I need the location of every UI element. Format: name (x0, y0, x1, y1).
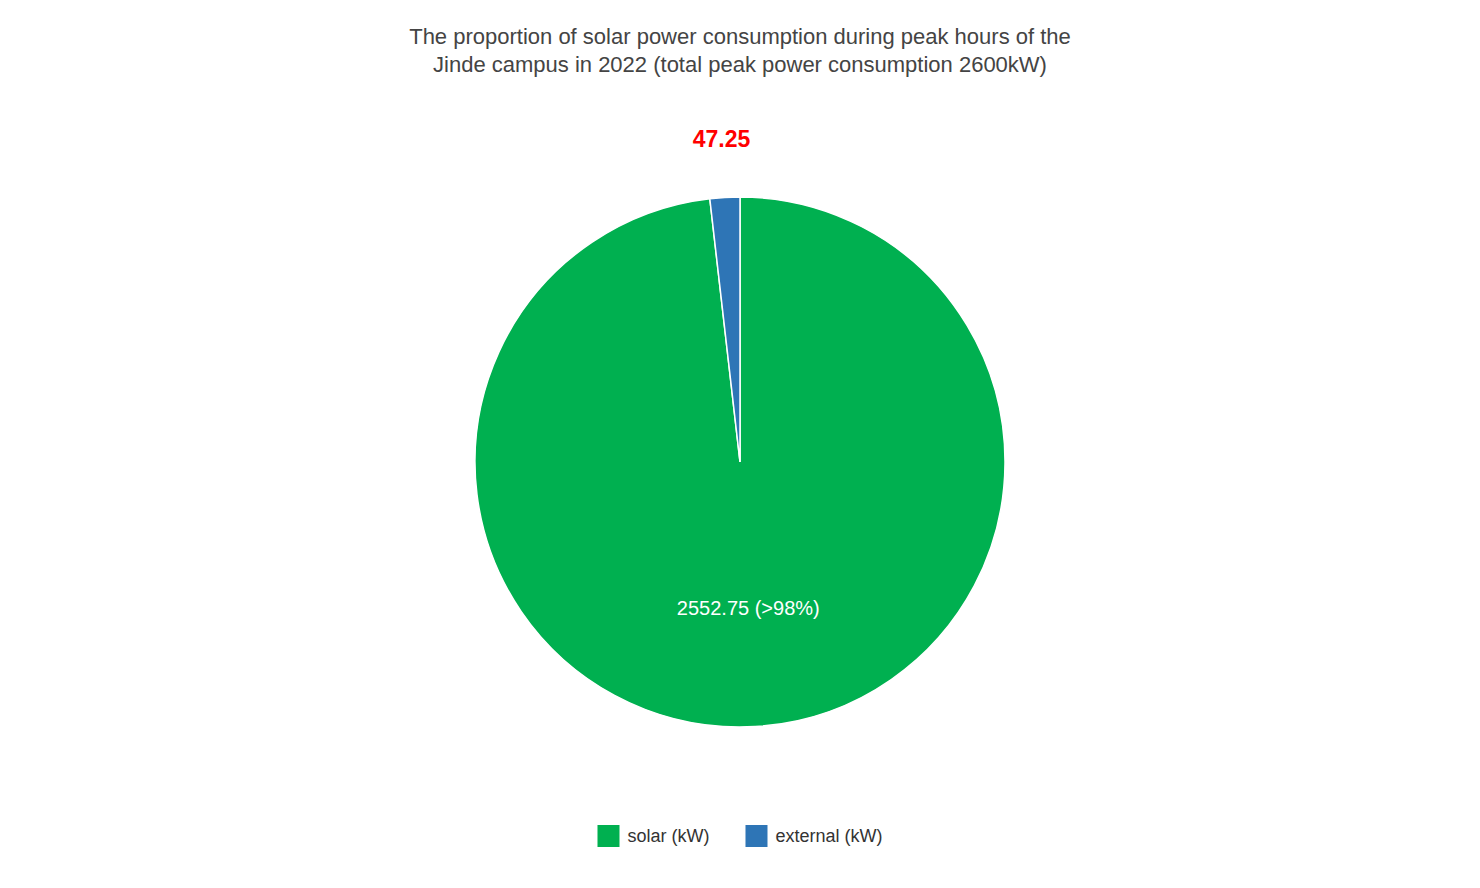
pie-slice (710, 197, 740, 462)
data-label: 47.25 (693, 126, 751, 152)
legend: solar (kW) external (kW) (597, 825, 882, 847)
chart: The proportion of solar power consumptio… (0, 0, 1480, 888)
legend-swatch (745, 825, 767, 847)
title: The proportion of solar power consumptio… (409, 24, 1071, 77)
data-labels: 2552.75 (>98%) 47.25 (677, 126, 820, 618)
pie-slice (475, 197, 1005, 727)
legend-label: solar (kW) (627, 826, 709, 846)
slices (475, 197, 1005, 727)
chart-container: The proportion of solar power consumptio… (0, 0, 1480, 888)
legend-label: external (kW) (775, 826, 882, 846)
title-line: The proportion of solar power consumptio… (409, 24, 1071, 49)
legend-swatch (597, 825, 619, 847)
data-label: 2552.75 (>98%) (677, 597, 820, 619)
title-line: Jinde campus in 2022 (total peak power c… (433, 52, 1047, 77)
page: {"chart_data": {"type": "pie", "title": … (0, 0, 1480, 888)
